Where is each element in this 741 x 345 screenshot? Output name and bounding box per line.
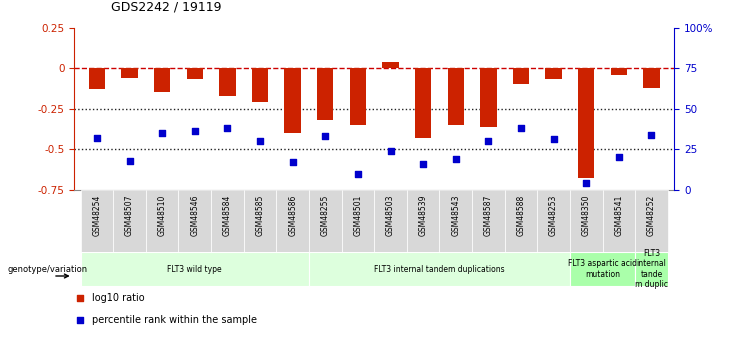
Bar xyxy=(448,68,464,125)
Point xyxy=(548,137,559,142)
Point xyxy=(352,171,364,176)
Point xyxy=(482,138,494,144)
Text: GSM48501: GSM48501 xyxy=(353,195,362,236)
Text: GSM48543: GSM48543 xyxy=(451,195,460,236)
Text: log10 ratio: log10 ratio xyxy=(92,293,144,303)
Point xyxy=(450,156,462,162)
Point xyxy=(417,161,429,167)
Bar xyxy=(537,190,570,252)
Bar xyxy=(113,190,146,252)
Text: FLT3 wild type: FLT3 wild type xyxy=(167,265,222,274)
Point xyxy=(74,295,86,300)
Point xyxy=(385,148,396,154)
Point xyxy=(222,125,233,131)
Bar xyxy=(505,190,537,252)
Bar xyxy=(146,190,179,252)
Point xyxy=(124,158,136,163)
Bar xyxy=(276,190,309,252)
Text: genotype/variation: genotype/variation xyxy=(7,265,87,274)
Bar xyxy=(439,190,472,252)
Text: GSM48539: GSM48539 xyxy=(419,195,428,236)
Point xyxy=(91,135,103,141)
Bar xyxy=(513,68,529,84)
Bar xyxy=(472,190,505,252)
Point xyxy=(74,317,86,323)
Point xyxy=(287,159,299,165)
Text: GSM48587: GSM48587 xyxy=(484,195,493,236)
Bar xyxy=(122,68,138,78)
Point xyxy=(645,132,657,137)
Bar xyxy=(643,68,659,88)
Bar xyxy=(179,190,211,252)
Text: GSM48255: GSM48255 xyxy=(321,195,330,236)
Text: FLT3
internal
tande
m duplic: FLT3 internal tande m duplic xyxy=(635,249,668,289)
Bar xyxy=(407,190,439,252)
Bar xyxy=(578,68,594,178)
Point xyxy=(254,138,266,144)
Bar xyxy=(309,190,342,252)
Bar xyxy=(187,68,203,79)
Bar xyxy=(309,252,570,286)
Bar xyxy=(602,190,635,252)
Bar xyxy=(89,68,105,89)
Bar xyxy=(480,68,496,127)
Bar xyxy=(342,190,374,252)
Text: GSM48252: GSM48252 xyxy=(647,195,656,236)
Point xyxy=(189,129,201,134)
Text: GSM48584: GSM48584 xyxy=(223,195,232,236)
Point xyxy=(156,130,168,136)
Text: GSM48588: GSM48588 xyxy=(516,195,525,236)
Bar xyxy=(350,68,366,125)
Bar xyxy=(635,190,668,252)
Text: FLT3 aspartic acid
mutation: FLT3 aspartic acid mutation xyxy=(568,259,637,279)
Bar xyxy=(81,252,309,286)
Point xyxy=(515,125,527,131)
Text: GSM48541: GSM48541 xyxy=(614,195,623,236)
Text: GSM48510: GSM48510 xyxy=(158,195,167,236)
Text: GSM48503: GSM48503 xyxy=(386,195,395,236)
Bar xyxy=(570,252,635,286)
Point xyxy=(319,134,331,139)
Text: GDS2242 / 19119: GDS2242 / 19119 xyxy=(111,1,222,14)
Text: GSM48350: GSM48350 xyxy=(582,195,591,236)
Bar xyxy=(154,68,170,92)
Point xyxy=(613,155,625,160)
Bar xyxy=(244,190,276,252)
Text: GSM48253: GSM48253 xyxy=(549,195,558,236)
Text: FLT3 internal tandem duplications: FLT3 internal tandem duplications xyxy=(374,265,505,274)
Bar xyxy=(211,190,244,252)
Bar xyxy=(545,68,562,79)
Bar xyxy=(285,68,301,133)
Bar xyxy=(570,190,602,252)
Bar xyxy=(415,68,431,138)
Text: GSM48254: GSM48254 xyxy=(93,195,102,236)
Text: GSM48586: GSM48586 xyxy=(288,195,297,236)
Bar xyxy=(317,68,333,120)
Bar xyxy=(252,68,268,102)
Text: percentile rank within the sample: percentile rank within the sample xyxy=(92,315,257,325)
Bar xyxy=(635,252,668,286)
Text: GSM48507: GSM48507 xyxy=(125,195,134,236)
Text: GSM48546: GSM48546 xyxy=(190,195,199,236)
Bar xyxy=(611,68,627,75)
Bar xyxy=(81,190,113,252)
Point xyxy=(580,180,592,186)
Text: GSM48585: GSM48585 xyxy=(256,195,265,236)
Bar xyxy=(374,190,407,252)
Bar xyxy=(219,68,236,96)
Bar xyxy=(382,62,399,68)
